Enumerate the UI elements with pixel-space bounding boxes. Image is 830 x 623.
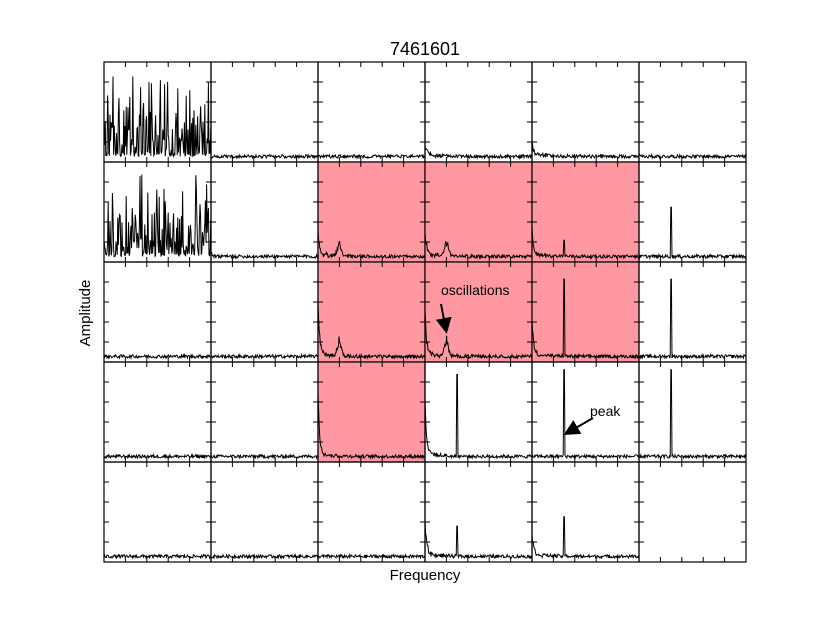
spectrum-trace [210,352,319,360]
panel-r3-c5 [638,361,747,463]
spectrum-trace [638,206,747,261]
spectrum-trace [424,233,533,260]
panel-r0-c1 [210,61,319,163]
spectrum-trace [317,553,425,560]
panel-frame [638,161,747,263]
panel-r1-c4 [531,161,640,263]
spectrum-trace [638,278,747,360]
spectrum-trace [638,152,747,160]
panel-r4-c5 [638,461,747,563]
panel-r0-c4 [531,61,640,163]
spectrum-trace [210,553,319,560]
spectrum-trace [531,142,640,160]
panel-r0-c0 [103,61,212,163]
x-axis-label: Frequency [390,567,461,584]
panel-r2-c0 [103,261,212,363]
annotation-arrow-peak [563,417,594,435]
annotation-label-peak: peak [590,403,621,419]
panel-frame [531,361,640,463]
spectrum-trace [317,303,426,360]
panel-r2-c4 [531,261,640,363]
spectrum-trace [103,352,211,360]
spectrum-trace [424,310,533,360]
panel-frame [317,461,426,563]
annotation-label-oscillations: oscillations [441,282,509,298]
annotation-arrow-oscillations [435,303,452,334]
panel-r2-c1 [210,261,319,363]
panel-r1-c3 [424,161,533,263]
panel-r4-c0 [103,461,212,563]
spectrum-trace [531,227,640,260]
panel-frame [531,61,640,163]
panel-r3-c1 [210,361,319,463]
panel-r3-c4 [531,361,640,463]
panel-r1-c5 [638,161,747,263]
panel-r2-c3 [424,261,533,363]
spectrum-trace [531,278,640,360]
spectrum-trace [317,393,425,460]
annotation-layer: oscillations peak [435,282,621,435]
panel-frame [210,61,319,163]
spectrum-trace [317,153,425,160]
spectrum-trace [103,553,212,560]
highlight-bg [318,162,425,262]
panel-r4-c3 [424,461,533,563]
panel-frame [210,461,319,563]
y-axis-label: Amplitude [77,280,94,347]
spectrum-trace [424,145,533,160]
spectrum-trace [103,174,212,259]
chart-title: 7461601 [390,39,460,59]
highlight-bg [532,262,639,362]
panel-frame [638,461,747,563]
spectrum-trace [531,369,640,460]
spectrum-trace [210,251,319,260]
panel-r1-c0 [103,161,212,263]
panel-frame [424,61,533,163]
panel-r0-c5 [638,61,747,163]
spectrum-trace [317,229,426,260]
spectrum-trace [210,453,319,460]
panel-frame [424,461,533,563]
panel-r0-c3 [424,61,533,163]
panel-frame [638,361,747,463]
highlight-bg [425,162,532,262]
panel-r1-c1 [210,161,319,263]
highlight-bg [318,262,425,362]
panel-r1-c2 [317,161,426,263]
panel-r4-c2 [317,461,426,563]
panel-frame [638,261,747,363]
spectrum-trace [424,521,533,560]
spectrum-trace [103,452,212,460]
panel-r3-c2 [317,361,426,463]
spectrum-trace [638,369,747,460]
panel-frame [210,161,319,263]
panel-grid [103,61,747,563]
spectrum-trace [531,516,640,560]
panel-r0-c2 [317,61,426,163]
panel-frame [317,61,426,163]
panel-r4-c4 [531,461,640,563]
panel-frame [638,61,747,163]
panel-frame [210,361,319,463]
spectrum-trace [103,76,212,159]
spectrum-trace [424,373,533,460]
highlight-bg [532,162,639,262]
panel-r4-c1 [210,461,319,563]
panel-r2-c2 [317,261,426,363]
panel-frame [210,261,319,363]
highlight-bg [425,262,532,362]
panel-r2-c5 [638,261,747,363]
panel-r3-c0 [103,361,212,463]
panel-frame [424,361,533,463]
panel-frame [103,361,212,463]
highlight-bg [318,362,425,462]
spectrum-trace [210,153,319,160]
panel-frame [103,461,212,563]
panel-frame [103,261,212,363]
panel-frame [531,461,640,563]
panel-r3-c3 [424,361,533,463]
